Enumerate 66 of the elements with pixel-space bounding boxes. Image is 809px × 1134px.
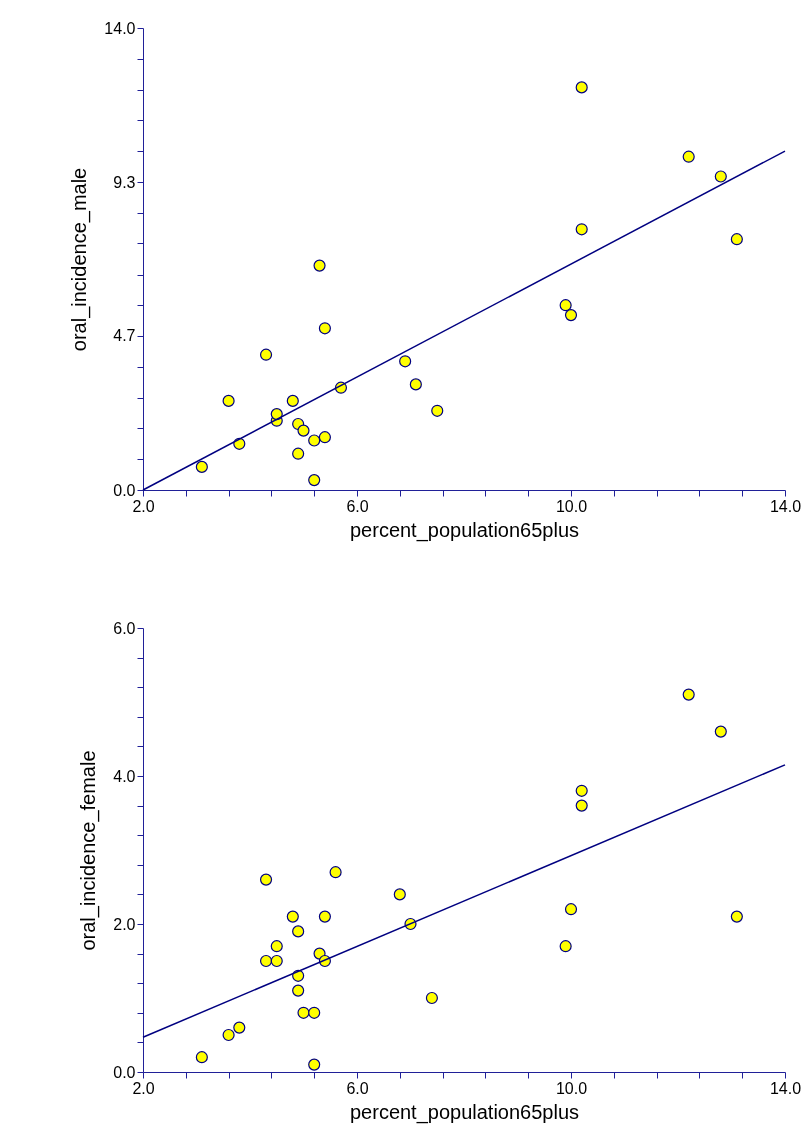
x-tick-label: 2.0 — [132, 1079, 155, 1097]
y-tick-label: 6.0 — [113, 619, 136, 637]
x-axis-title: percent_population65plus — [349, 1100, 580, 1124]
point — [730, 910, 743, 923]
x-tick-label: 10.0 — [555, 1079, 588, 1097]
point — [318, 910, 331, 923]
point — [308, 1058, 321, 1071]
point — [682, 150, 695, 163]
point — [292, 984, 305, 997]
point — [425, 991, 438, 1005]
x-tick-label: 14.0 — [769, 1079, 802, 1097]
x-tick-label: 14.0 — [769, 497, 802, 515]
point — [195, 460, 208, 473]
y-tick-label: 2.0 — [113, 915, 136, 933]
point — [559, 940, 572, 953]
point — [259, 873, 273, 886]
y-tick-label: 14.0 — [104, 19, 136, 37]
x-tick-label: 6.0 — [346, 1079, 369, 1097]
point — [431, 404, 444, 417]
y-tick-label: 0.0 — [113, 481, 136, 499]
x-tick-label: 2.0 — [132, 497, 155, 515]
point — [682, 688, 695, 701]
point — [714, 725, 727, 738]
y-axis-title: oral_incidence_male — [68, 167, 92, 352]
y-tick-label: 9.3 — [113, 173, 136, 191]
point — [308, 1006, 321, 1019]
point — [714, 170, 727, 183]
point — [259, 348, 273, 361]
point — [233, 1021, 246, 1034]
point — [292, 925, 305, 938]
y-tick-label: 4.7 — [113, 327, 136, 345]
point — [564, 903, 578, 916]
point — [292, 447, 305, 460]
point — [308, 434, 321, 447]
point — [409, 378, 422, 391]
y-tick-label: 0.0 — [113, 1063, 136, 1081]
point — [297, 424, 310, 437]
point — [575, 223, 588, 236]
point — [575, 81, 588, 94]
point — [195, 1051, 208, 1064]
point — [259, 954, 273, 968]
x-tick-label: 6.0 — [346, 497, 369, 515]
point — [297, 1006, 310, 1019]
point — [308, 474, 321, 487]
point — [270, 954, 283, 968]
point — [286, 910, 299, 923]
point — [270, 940, 283, 953]
y-axis-title: oral_incidence_female — [77, 750, 101, 951]
point — [318, 431, 331, 444]
point — [559, 299, 572, 312]
point — [313, 259, 326, 272]
point — [575, 799, 588, 812]
y-tick-label: 4.0 — [113, 767, 136, 785]
point — [399, 355, 412, 368]
point — [393, 888, 406, 901]
x-axis-title: percent_population65plus — [349, 518, 580, 542]
x-tick-label: 10.0 — [555, 497, 588, 515]
point — [329, 866, 342, 879]
point — [564, 309, 578, 322]
point — [222, 1028, 235, 1042]
point — [730, 233, 743, 246]
point — [286, 394, 299, 407]
point — [270, 408, 283, 421]
point — [318, 322, 331, 335]
point — [222, 394, 235, 407]
point — [575, 784, 588, 797]
